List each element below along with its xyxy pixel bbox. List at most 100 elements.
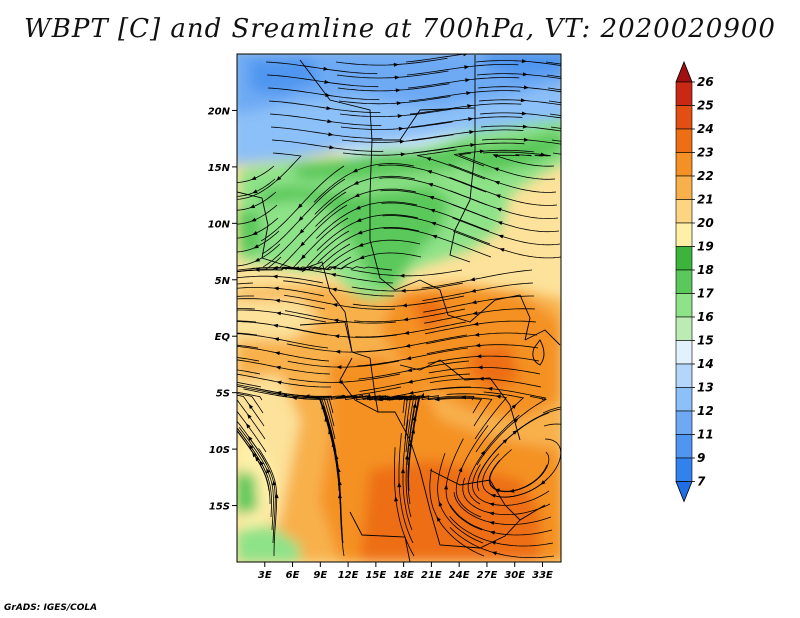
colorbar-label: 22 [697, 169, 714, 183]
streamline-arrowhead [466, 91, 472, 96]
streamline-arrowhead [428, 196, 435, 200]
streamline-arrowhead [266, 468, 271, 474]
streamline-arrowhead [275, 311, 282, 316]
streamline-arrowhead [431, 234, 438, 239]
streamline-arrowhead [494, 181, 500, 185]
streamline [303, 396, 340, 492]
colorbar-swatch [675, 387, 693, 412]
streamline [547, 87, 561, 91]
lon-tick-label: 3E [258, 570, 272, 581]
colorbar-min-arrow [675, 481, 693, 503]
streamline-arrowhead [397, 114, 403, 118]
streamline-arrowhead [395, 88, 401, 93]
streamline-arrowhead [300, 241, 305, 247]
streamline [268, 100, 381, 113]
streamline [339, 108, 452, 117]
streamline [287, 360, 400, 368]
colorbar-swatch [675, 152, 693, 177]
streamline-arrowhead [467, 104, 473, 109]
streamline-arrowhead [272, 274, 278, 279]
streamline [407, 396, 420, 505]
colorbar-label: 18 [697, 263, 714, 277]
streamline-arrowhead [254, 257, 261, 262]
country-borders [237, 55, 561, 562]
streamline-arrowhead [355, 205, 361, 210]
streamline-arrowhead [276, 176, 282, 181]
streamline [452, 217, 561, 246]
streamline [237, 287, 325, 297]
lon-tick-label: 18E [393, 570, 414, 581]
streamline-arrowhead [521, 111, 527, 116]
streamline-arrowhead [495, 194, 501, 199]
streamline [438, 387, 547, 401]
streamline-arrowhead [403, 317, 409, 322]
streamline-arrowhead [400, 152, 406, 157]
chart-title: WBPT [C] and Sreamline at 700hPa, VT: 20… [24, 14, 776, 44]
streamline-arrowhead [411, 428, 416, 434]
streamline [315, 201, 418, 239]
streamline-arrowhead [427, 183, 434, 187]
streamline [402, 419, 413, 531]
streamline [412, 142, 525, 154]
streamline-arrowhead [394, 75, 400, 80]
streamline-arrowhead [251, 176, 257, 180]
streamline-arrowhead [412, 415, 417, 421]
streamline-arrowhead [469, 130, 475, 135]
streamline [316, 214, 419, 251]
streamline [453, 149, 534, 167]
streamline [422, 282, 534, 301]
streamline [237, 275, 324, 284]
colorbar-swatch [675, 410, 693, 435]
streamline-arrowhead [356, 218, 362, 222]
streamline-arrows [246, 54, 546, 556]
streamline [407, 77, 520, 89]
lon-tick-label: 24E [449, 570, 470, 581]
streamline [410, 116, 523, 128]
streamline-arrowhead [513, 418, 519, 423]
streamline-arrowhead [314, 395, 320, 400]
streamline [237, 410, 267, 453]
streamline-arrowhead [377, 397, 383, 402]
streamline [352, 295, 465, 307]
streamline [446, 393, 508, 440]
streamline-arrowhead [496, 207, 502, 212]
streamline [488, 451, 550, 493]
streamline [429, 468, 485, 557]
streamline [269, 113, 382, 126]
streamline-arrowhead [488, 511, 495, 516]
streamline-arrowhead [253, 244, 259, 249]
streamline-arrowhead [540, 480, 546, 485]
lon-tick-label: 33E [532, 570, 553, 581]
streamline [258, 448, 278, 556]
streamline-arrowhead [297, 203, 303, 209]
streamline-arrowhead [521, 59, 527, 64]
streamline-arrowhead [272, 480, 277, 486]
streamline [398, 433, 414, 544]
streamline [450, 190, 559, 219]
streamline-arrowhead [273, 337, 280, 342]
streamline [417, 395, 493, 427]
streamline-arrowhead [274, 298, 280, 303]
streamline-arrowhead [397, 482, 402, 488]
streamline-arrowhead [324, 79, 330, 84]
streamline-arrowhead [498, 234, 504, 239]
streamline-arrowhead [489, 502, 495, 507]
streamline-arrowhead [327, 119, 333, 124]
streamline [355, 321, 467, 338]
streamline-arrowhead [276, 391, 282, 395]
streamline-arrowhead [401, 468, 405, 474]
colorbar-swatch [675, 246, 693, 271]
colorbar-label: 24 [697, 122, 714, 136]
streamline-arrowhead [247, 413, 252, 419]
lon-tick-label: 12E [338, 570, 359, 581]
streamline [427, 355, 540, 364]
streamline [546, 74, 561, 78]
colorbar-label: 21 [697, 193, 714, 207]
streamline [237, 381, 262, 388]
streamline [261, 178, 346, 255]
streamline-arrowhead [334, 334, 340, 339]
streamline-arrowhead [460, 395, 466, 400]
lat-tick-label: EQ [215, 332, 231, 343]
grads-credit: GrADS: IGES/COLA [4, 603, 98, 613]
streamline-arrowhead [463, 54, 468, 57]
